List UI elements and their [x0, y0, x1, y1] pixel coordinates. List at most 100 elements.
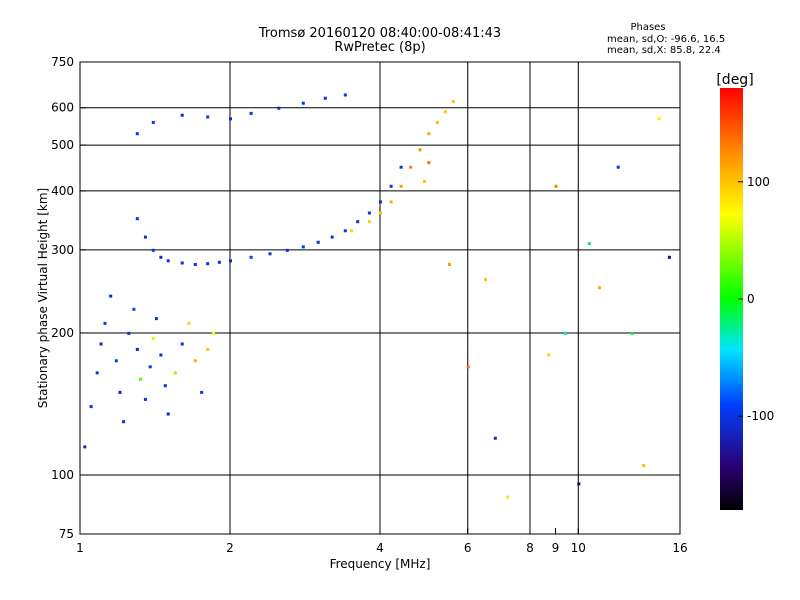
data-point [143, 397, 147, 401]
data-point [418, 148, 422, 152]
data-point [95, 371, 99, 375]
data-point [229, 259, 232, 263]
data-point [427, 132, 431, 136]
data-point [506, 495, 510, 499]
data-point [451, 100, 455, 103]
data-point [206, 262, 210, 266]
data-point [212, 331, 216, 335]
data-point [563, 331, 567, 335]
data-point [217, 260, 221, 264]
y-tick-label: 100 [51, 468, 74, 482]
data-point [139, 377, 143, 381]
data-point [109, 294, 113, 298]
data-point [83, 445, 87, 449]
data-point [301, 101, 305, 105]
data-point [132, 307, 136, 311]
data-point [277, 106, 281, 110]
x-tick-label: 10 [571, 541, 586, 555]
data-point [547, 353, 551, 357]
data-point [187, 321, 191, 325]
data-point [409, 165, 413, 169]
data-point [316, 240, 320, 244]
data-point [466, 365, 470, 369]
data-point [330, 235, 334, 239]
data-point [180, 342, 184, 346]
data-point [143, 235, 147, 239]
data-point [122, 420, 125, 424]
data-point [268, 252, 272, 256]
chart-subtitle: RwPretec (8p) [334, 40, 426, 55]
data-point [249, 255, 253, 259]
data-point [200, 390, 204, 394]
data-point [163, 384, 167, 388]
data-point [148, 365, 152, 369]
y-tick-label: 500 [51, 138, 74, 152]
data-point [379, 211, 382, 215]
data-point [206, 115, 210, 119]
colorbar-tick-label: -100 [747, 409, 774, 423]
data-point [493, 436, 497, 440]
x-tick-label: 6 [464, 541, 472, 555]
x-tick-label: 16 [672, 541, 687, 555]
data-point [89, 405, 93, 409]
data-point [127, 331, 131, 335]
data-point [350, 229, 354, 233]
data-point [577, 482, 581, 486]
colorbar-tick-label: 100 [747, 175, 770, 189]
data-point [616, 165, 620, 169]
x-tick-label: 1 [76, 541, 84, 555]
data-point [159, 353, 163, 357]
data-point [367, 220, 371, 224]
data-point [667, 255, 671, 259]
points-layer [83, 93, 671, 499]
data-point [249, 111, 253, 115]
data-point [285, 248, 289, 252]
x-tick-label: 8 [526, 541, 534, 555]
data-point [343, 93, 347, 97]
x-tick-label: 9 [552, 541, 560, 555]
chart-title: Tromsø 20160120 08:40:00-08:41:43 [258, 26, 502, 41]
data-point [323, 96, 327, 100]
data-point [99, 342, 103, 346]
data-point [180, 113, 184, 117]
data-point [135, 347, 139, 351]
y-tick-label: 400 [51, 184, 74, 198]
colorbar-tick-label: 0 [747, 292, 755, 306]
colorbar [720, 88, 743, 510]
grid-layer [80, 62, 680, 534]
y-tick-label: 300 [51, 243, 74, 257]
stats-line-x: mean, sd,X: 85.8, 22.4 [607, 45, 721, 56]
stats-line-o: mean, sd,O: -96.6, 16.5 [607, 34, 726, 45]
ticks-layer: 1 2 4 6 8 9 10 16 75 100 200 300 400 500 600 750 [51, 55, 688, 555]
y-tick-label: 750 [51, 55, 74, 69]
data-point [343, 229, 347, 233]
data-point [301, 245, 305, 249]
data-point [151, 337, 155, 341]
data-point [587, 242, 591, 246]
data-point [427, 161, 431, 165]
data-point [166, 412, 170, 416]
colorbar-label: [deg] [716, 72, 753, 88]
data-point [554, 184, 558, 188]
data-point [151, 248, 155, 252]
data-point [154, 317, 158, 321]
colorbar-ticks: 100 0 -100 [738, 175, 774, 423]
data-point [389, 200, 393, 204]
data-point [135, 132, 139, 136]
x-axis-label: Frequency [MHz] [330, 557, 431, 571]
data-point [173, 371, 177, 375]
data-point [135, 217, 139, 221]
data-point [151, 120, 155, 124]
data-point [422, 179, 426, 183]
stats-heading: Phases [630, 22, 666, 33]
y-tick-label: 200 [51, 326, 74, 340]
data-point [206, 347, 210, 351]
data-point [159, 255, 163, 259]
data-point [193, 359, 197, 363]
data-point [630, 331, 634, 335]
data-point [447, 263, 451, 266]
data-point [229, 117, 232, 121]
data-point [642, 464, 646, 467]
y-axis-label: Stationary phase Virtual Height [km] [36, 188, 50, 408]
